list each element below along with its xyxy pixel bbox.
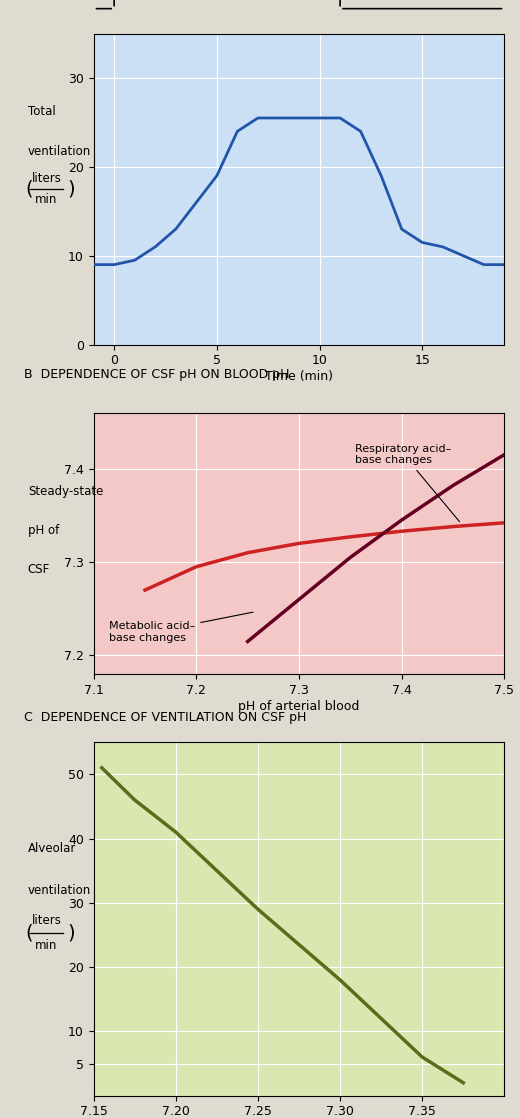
Text: pH of: pH of	[28, 524, 59, 537]
Text: ): )	[67, 923, 74, 942]
Text: Total: Total	[28, 105, 56, 117]
Text: CSF: CSF	[28, 563, 50, 576]
Text: Metabolic acid–
base changes: Metabolic acid– base changes	[109, 613, 253, 643]
Text: liters: liters	[31, 172, 61, 184]
X-axis label: pH of arterial blood: pH of arterial blood	[238, 700, 360, 712]
Text: min: min	[35, 193, 58, 207]
Text: Steady-state: Steady-state	[28, 484, 103, 498]
Text: Respiratory acid–
base changes: Respiratory acid– base changes	[356, 444, 460, 522]
Text: (: (	[26, 923, 33, 942]
Text: ventilation: ventilation	[28, 145, 91, 159]
X-axis label: Time (min): Time (min)	[265, 370, 333, 383]
Text: min: min	[35, 939, 58, 951]
Text: liters: liters	[31, 915, 61, 927]
Text: B  DEPENDENCE OF CSF pH ON BLOOD pH: B DEPENDENCE OF CSF pH ON BLOOD pH	[24, 368, 289, 381]
Text: (: (	[26, 180, 33, 199]
Text: C  DEPENDENCE OF VENTILATION ON CSF pH: C DEPENDENCE OF VENTILATION ON CSF pH	[24, 711, 306, 724]
Text: ): )	[67, 180, 74, 199]
Text: ventilation: ventilation	[28, 884, 91, 897]
Text: Alveolar: Alveolar	[28, 842, 76, 854]
